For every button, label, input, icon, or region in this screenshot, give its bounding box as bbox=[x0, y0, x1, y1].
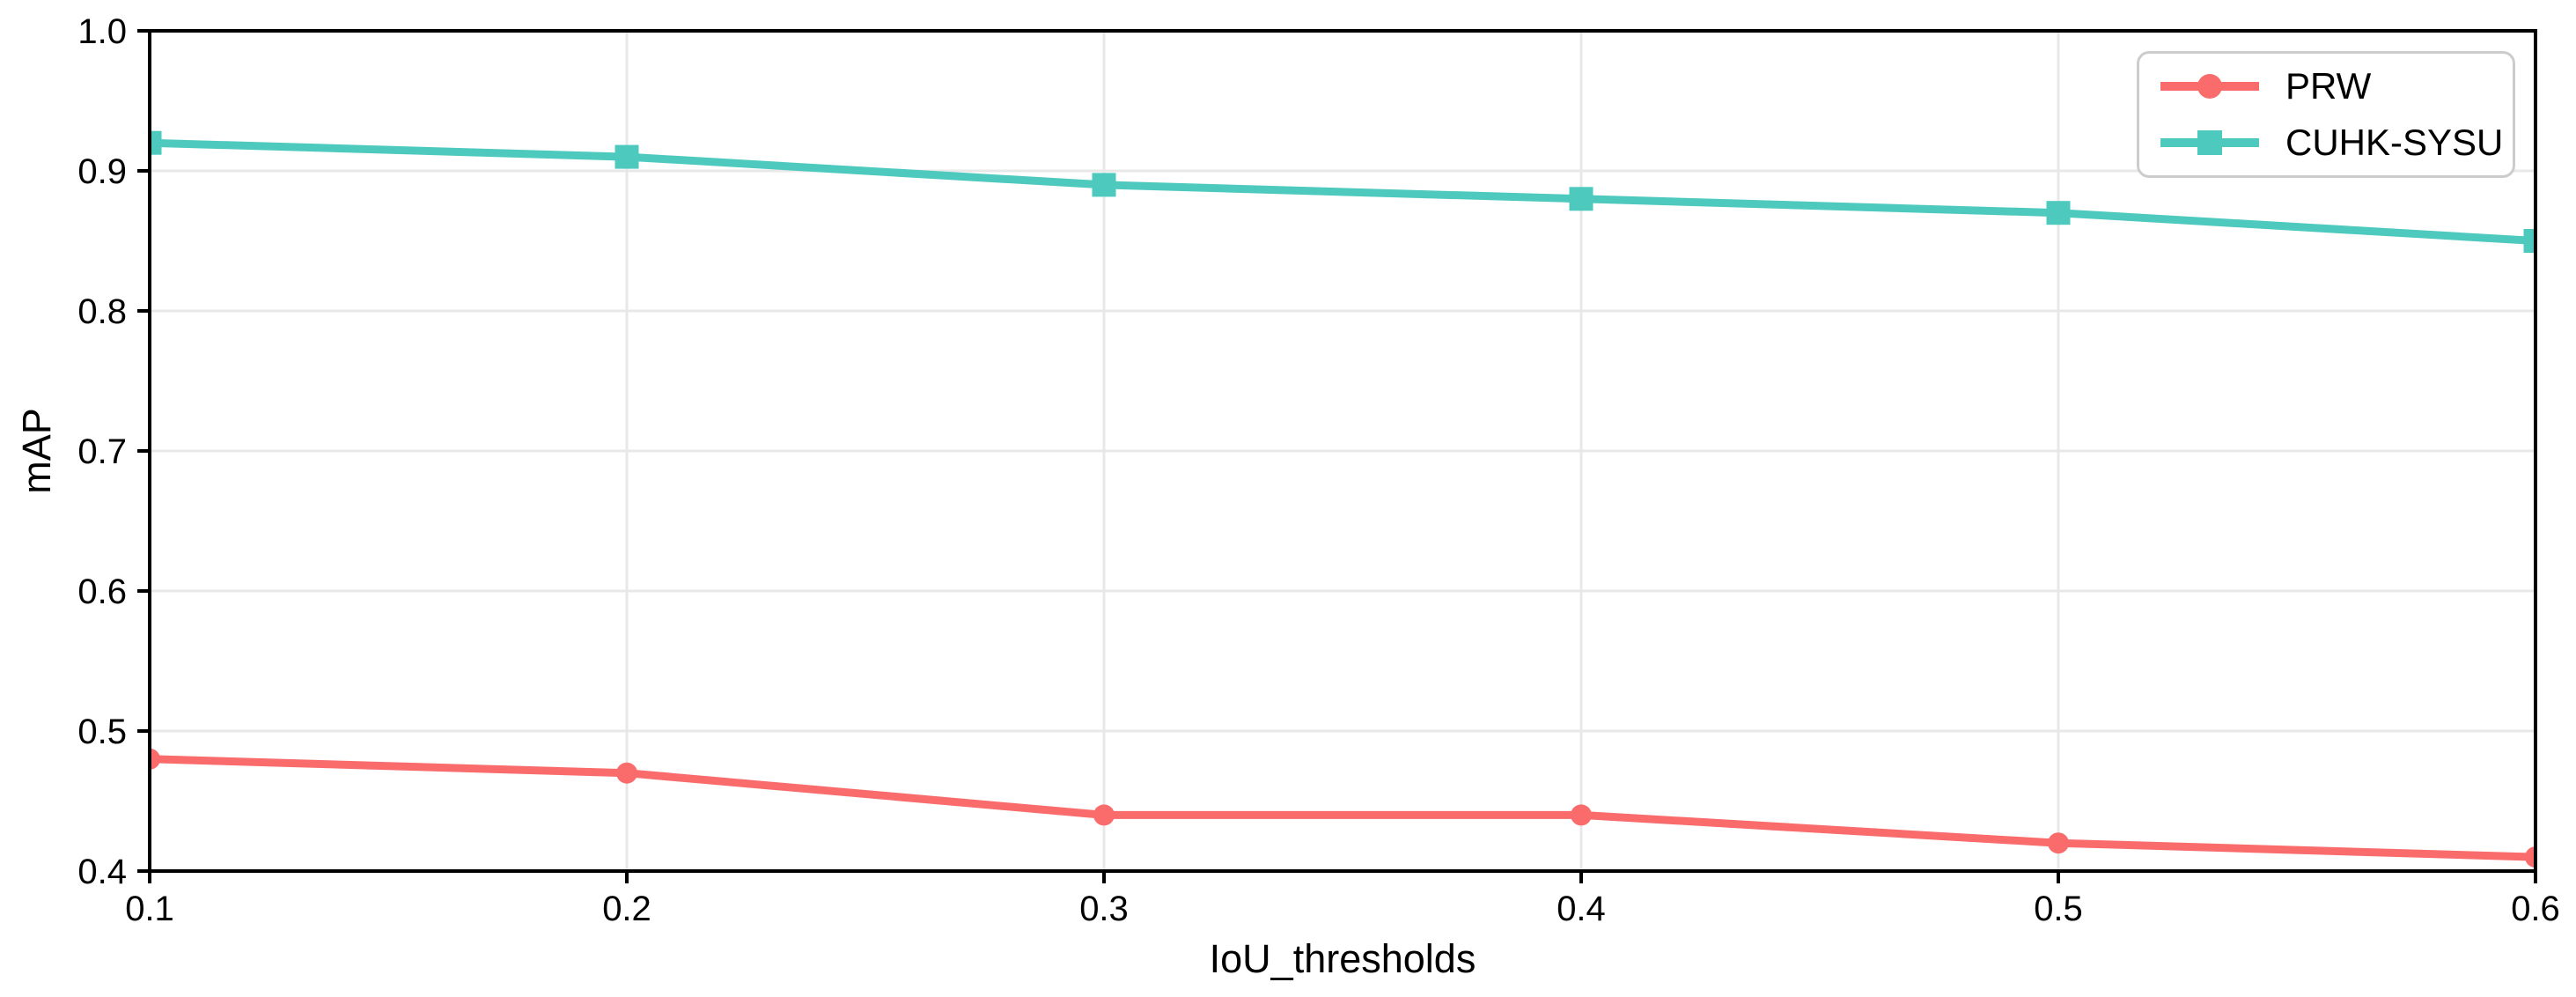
cuhk-sysu-marker bbox=[1092, 173, 1116, 197]
prw-marker bbox=[2048, 832, 2069, 854]
cuhk-sysu-marker bbox=[2523, 229, 2536, 253]
y-tick-label: 0.4 bbox=[77, 853, 127, 891]
prw-marker bbox=[1093, 804, 1115, 826]
legend-label-cuhk-sysu: CUHK-SYSU bbox=[2285, 122, 2504, 163]
x-tick-label: 0.1 bbox=[125, 890, 174, 928]
x-tick-label: 0.5 bbox=[2034, 890, 2083, 928]
y-tick-label: 0.5 bbox=[77, 713, 127, 751]
y-tick-label: 0.9 bbox=[77, 152, 127, 191]
x-tick-label: 0.6 bbox=[2511, 890, 2560, 928]
prw-marker bbox=[616, 762, 637, 784]
y-tick-label: 1.0 bbox=[77, 12, 127, 51]
prw-marker bbox=[150, 748, 160, 770]
cuhk-sysu-series-line bbox=[150, 138, 2536, 245]
prw-line-marker-icon bbox=[2160, 74, 2259, 99]
cuhk-sysu-marker bbox=[2046, 201, 2071, 225]
y-tick-label: 0.6 bbox=[77, 572, 127, 611]
x-tick-label: 0.2 bbox=[602, 890, 651, 928]
x-axis-label: IoU_thresholds bbox=[1209, 936, 1476, 981]
x-tick-label: 0.4 bbox=[1557, 890, 1606, 928]
prw-series-line bbox=[150, 755, 2536, 861]
prw-marker bbox=[2525, 846, 2536, 868]
cuhk-sysu-line-marker-icon bbox=[2160, 130, 2259, 155]
y-tick-label: 0.8 bbox=[77, 292, 127, 331]
legend: PRW CUHK-SYSU bbox=[2137, 51, 2515, 178]
legend-item-cuhk-sysu: CUHK-SYSU bbox=[2160, 122, 2503, 164]
y-tick-label: 0.7 bbox=[77, 432, 127, 471]
y-axis-label: mAP bbox=[14, 408, 59, 494]
legend-item-prw: PRW bbox=[2160, 65, 2491, 107]
cuhk-sysu-marker bbox=[1569, 187, 1593, 211]
x-tick-label: 0.3 bbox=[1079, 890, 1129, 928]
prw-marker bbox=[1571, 804, 1592, 826]
cuhk-sysu-marker bbox=[150, 130, 162, 155]
cuhk-sysu-marker bbox=[615, 144, 639, 169]
legend-label-prw: PRW bbox=[2285, 65, 2372, 107]
